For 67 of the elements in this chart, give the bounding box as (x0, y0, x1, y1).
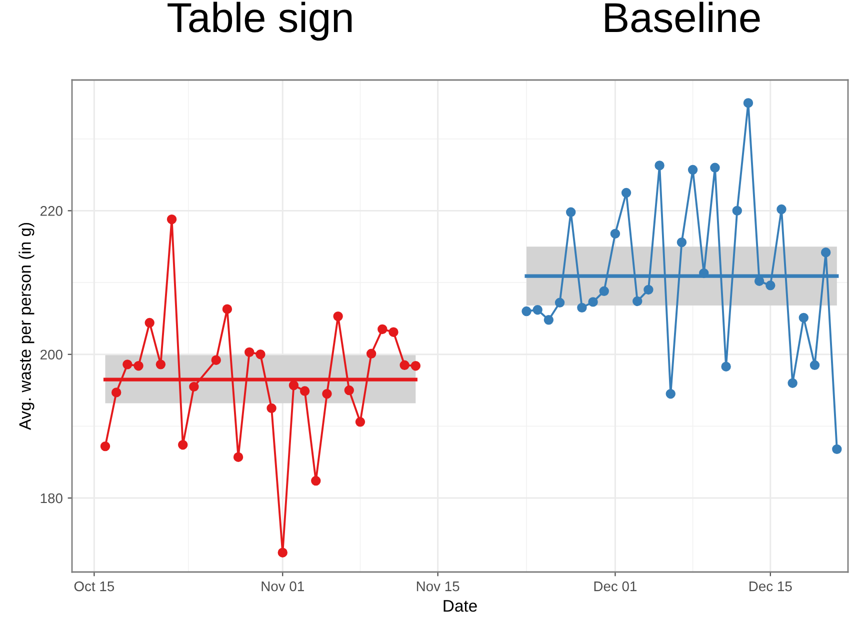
point (577, 302, 587, 313)
point (244, 347, 254, 358)
x-tick-label: Dec 15 (750, 582, 792, 592)
point (178, 440, 188, 450)
x-tick-label: Nov 01 (262, 581, 304, 592)
point (144, 318, 154, 328)
point (122, 360, 132, 370)
point (644, 284, 654, 295)
point (211, 355, 221, 365)
point (344, 385, 354, 396)
point (410, 361, 421, 371)
point (588, 297, 598, 307)
point (554, 298, 565, 308)
point (388, 327, 398, 337)
point (355, 417, 366, 427)
x-axis-title: Date (444, 600, 477, 612)
point (111, 388, 122, 398)
point (832, 444, 842, 454)
y-axis-title: Avg. waste per person (in g) (18, 222, 34, 430)
point (776, 204, 786, 214)
point (233, 452, 244, 462)
point (599, 286, 609, 296)
point (278, 548, 288, 558)
x-tick-label: Oct 15 (74, 581, 114, 592)
text: Table sign (168, 2, 352, 41)
x-tick-label: Dec 01 (594, 581, 637, 592)
point (522, 306, 532, 316)
point (288, 380, 299, 390)
point (820, 248, 831, 258)
point (743, 98, 754, 108)
point (566, 207, 576, 218)
point (166, 214, 177, 224)
point (311, 476, 321, 486)
point (300, 386, 310, 396)
point (134, 361, 144, 371)
point (788, 378, 798, 388)
point (156, 360, 166, 370)
y-tick-label: 180 (40, 493, 62, 504)
point (222, 304, 232, 314)
point (544, 315, 554, 325)
point (721, 362, 731, 372)
point (766, 280, 776, 290)
x-tick-label: Nov 15 (416, 582, 460, 592)
y-tick-label: 200 (40, 350, 62, 360)
point (688, 164, 698, 175)
point (710, 162, 720, 172)
point (366, 348, 376, 359)
point (256, 350, 266, 360)
point (532, 304, 542, 315)
text: Baseline (605, 2, 760, 32)
point (666, 389, 676, 399)
point (810, 360, 820, 370)
point (732, 206, 742, 216)
y-tick-label: 220 (40, 206, 62, 216)
point (378, 324, 388, 334)
point (189, 382, 199, 392)
point (654, 160, 664, 170)
point (266, 403, 276, 414)
point (610, 228, 620, 239)
point (632, 296, 642, 306)
point (322, 389, 332, 399)
point (400, 360, 410, 370)
point (676, 237, 687, 248)
point (100, 441, 110, 452)
point (798, 312, 809, 323)
point (621, 188, 632, 198)
point (333, 311, 343, 322)
